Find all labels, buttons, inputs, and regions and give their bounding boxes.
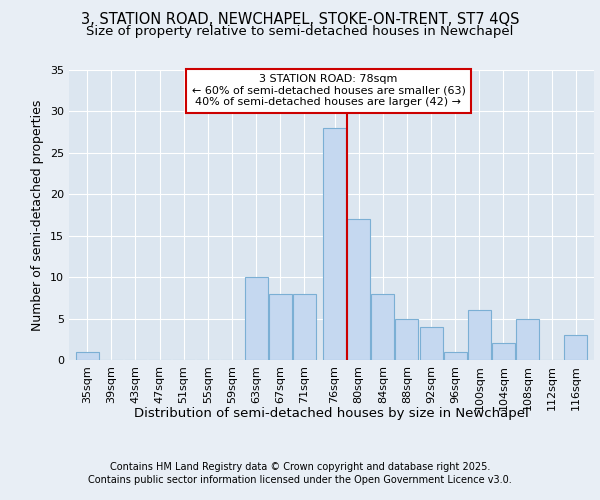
Bar [565,335,587,360]
Bar [293,294,316,360]
Text: Size of property relative to semi-detached houses in Newchapel: Size of property relative to semi-detach… [86,25,514,38]
Text: Contains HM Land Registry data © Crown copyright and database right 2025.: Contains HM Land Registry data © Crown c… [110,462,490,472]
Bar [269,294,292,360]
Bar [323,128,346,360]
Bar [444,352,467,360]
Bar [516,318,539,360]
Bar [371,294,394,360]
Bar [347,219,370,360]
Y-axis label: Number of semi-detached properties: Number of semi-detached properties [31,100,44,330]
Bar [468,310,491,360]
Text: 3 STATION ROAD: 78sqm
← 60% of semi-detached houses are smaller (63)
40% of semi: 3 STATION ROAD: 78sqm ← 60% of semi-deta… [191,74,466,108]
Bar [395,318,418,360]
Text: Contains public sector information licensed under the Open Government Licence v3: Contains public sector information licen… [88,475,512,485]
Bar [492,344,515,360]
Text: 3, STATION ROAD, NEWCHAPEL, STOKE-ON-TRENT, ST7 4QS: 3, STATION ROAD, NEWCHAPEL, STOKE-ON-TRE… [81,12,519,28]
Bar [419,327,443,360]
Bar [76,352,98,360]
Bar [245,277,268,360]
Text: Distribution of semi-detached houses by size in Newchapel: Distribution of semi-detached houses by … [134,408,529,420]
